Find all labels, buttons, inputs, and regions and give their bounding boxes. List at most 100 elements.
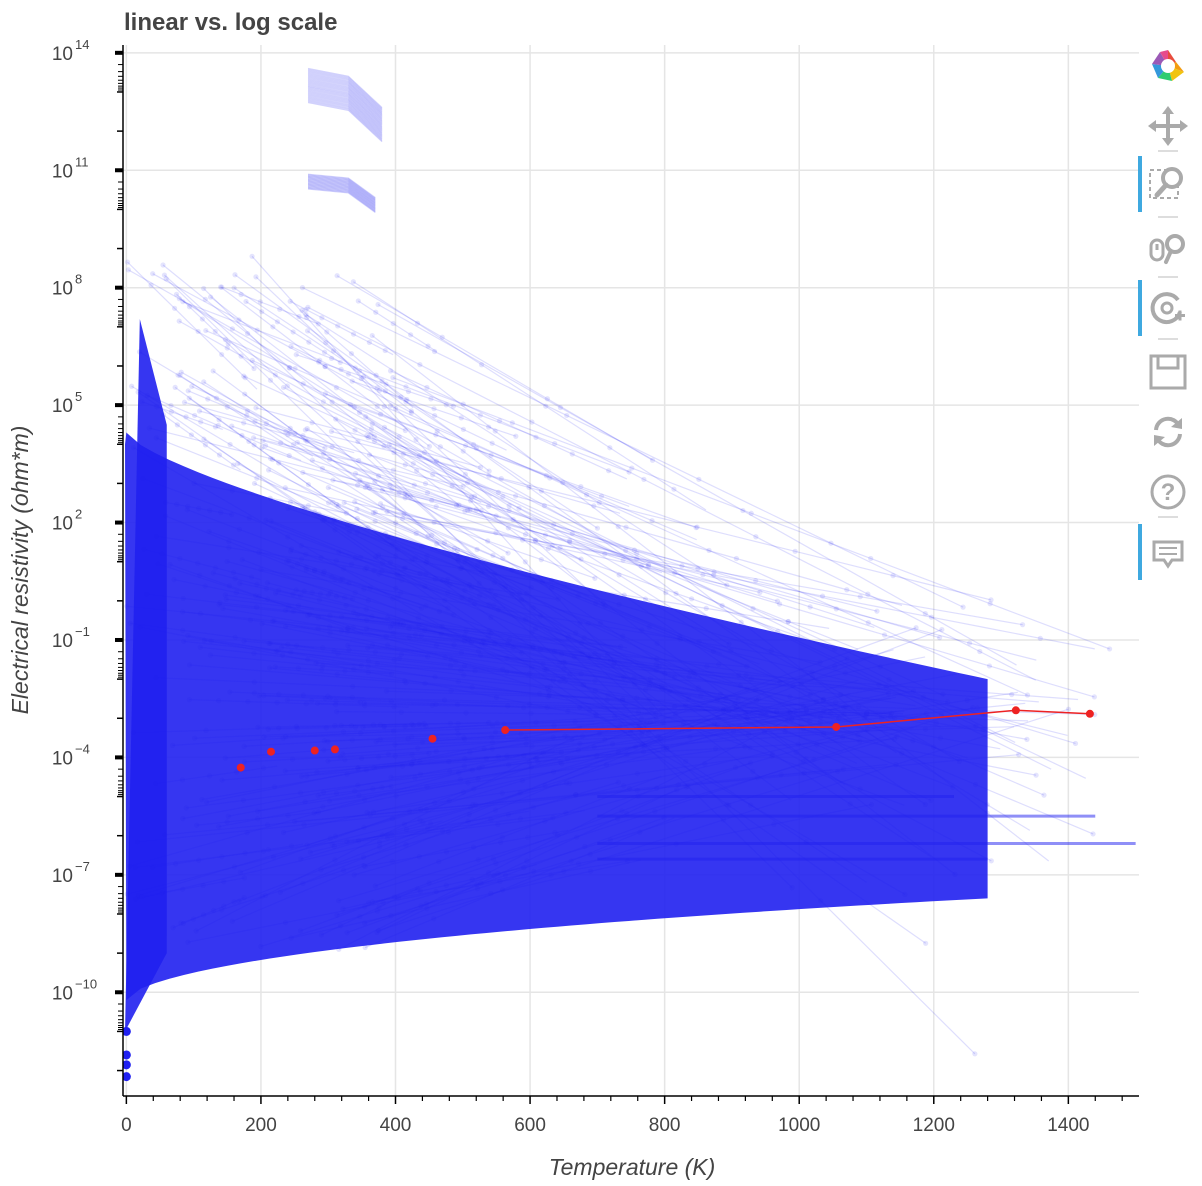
cloud-line: [358, 738, 895, 769]
cloud-marker: [439, 623, 445, 629]
cloud-line: [307, 79, 383, 120]
help-button[interactable]: ?: [1138, 464, 1198, 520]
cloud-line: [268, 469, 802, 727]
cloud-marker: [178, 369, 184, 375]
cloud-marker: [390, 320, 396, 327]
cloud-marker: [468, 494, 475, 500]
cloud-line: [307, 74, 383, 116]
cloud-marker: [1024, 692, 1031, 698]
hover-button[interactable]: [1138, 524, 1198, 580]
cloud-marker: [344, 523, 351, 529]
toolbar-separator: [1158, 276, 1178, 278]
cloud-marker: [748, 676, 754, 682]
cloud-marker: [334, 912, 340, 918]
reset-zoom-button[interactable]: [1138, 280, 1198, 336]
cloud-marker: [722, 695, 729, 702]
cloud-marker: [168, 402, 174, 409]
pan-button[interactable]: [1138, 98, 1198, 154]
cloud-marker: [298, 556, 305, 562]
cloud-marker: [681, 720, 687, 727]
cloud-marker: [236, 898, 242, 904]
cloud-marker: [417, 570, 423, 577]
cloud-marker: [436, 608, 443, 615]
cloud-marker: [332, 723, 338, 729]
save-button[interactable]: [1138, 344, 1198, 400]
cloud-marker: [328, 428, 335, 434]
wheel-zoom-button[interactable]: [1138, 222, 1198, 278]
cloud-line: [243, 375, 945, 697]
cloud-marker: [362, 904, 368, 910]
cloud-marker: [486, 601, 492, 608]
cloud-line: [220, 286, 430, 447]
cloud-line: [139, 626, 640, 727]
cloud-line: [255, 276, 606, 607]
reset-icon: [1154, 416, 1182, 448]
cloud-marker: [550, 769, 557, 775]
cloud-marker: [619, 808, 625, 814]
bokeh-logo-button[interactable]: [1138, 38, 1198, 94]
cloud-marker: [362, 484, 368, 491]
cloud-line: [263, 694, 897, 713]
cloud-marker: [304, 438, 310, 444]
cloud-marker: [422, 680, 428, 686]
cloud-marker: [340, 751, 346, 757]
cloud-marker: [354, 529, 361, 535]
cloud-line: [366, 434, 1087, 779]
cloud-line: [172, 697, 892, 746]
cloud-marker: [426, 443, 433, 449]
cloud-marker: [550, 734, 556, 740]
cloud-marker: [475, 857, 481, 863]
cloud-marker: [361, 863, 367, 869]
cloud-marker: [646, 683, 653, 690]
cloud-marker: [537, 613, 544, 619]
y-tick-label: 10: [52, 161, 73, 182]
cloud-marker: [132, 864, 138, 871]
cloud-marker: [598, 493, 605, 499]
cloud-marker: [820, 696, 827, 702]
highlight-line: [505, 709, 1090, 731]
cloud-marker: [522, 531, 529, 538]
cloud-marker: [331, 648, 337, 654]
box-zoom-button[interactable]: [1138, 156, 1198, 212]
cloud-marker: [420, 819, 426, 825]
cloud-marker: [529, 419, 535, 425]
cloud-marker: [171, 576, 177, 583]
cloud-marker: [567, 539, 573, 545]
cloud-marker: [623, 524, 629, 530]
cloud-marker: [245, 699, 251, 705]
cloud-line: [392, 623, 1028, 740]
cloud-marker: [447, 720, 454, 726]
cloud-marker: [892, 716, 898, 722]
cloud-marker: [372, 479, 378, 485]
cloud-marker: [639, 728, 645, 734]
cloud-line: [162, 414, 241, 471]
cloud-marker: [605, 692, 611, 698]
cloud-marker: [368, 426, 375, 432]
cloud-marker: [335, 898, 342, 904]
cloud-marker: [251, 650, 257, 656]
cloud-line: [385, 533, 532, 589]
cloud-marker: [445, 605, 451, 611]
cloud-marker: [509, 420, 515, 426]
cloud-marker: [592, 575, 598, 581]
cloud-marker: [333, 593, 340, 599]
reset-button[interactable]: [1138, 404, 1198, 460]
cloud-marker: [161, 272, 168, 278]
cloud-marker: [358, 662, 364, 669]
cloud-marker: [828, 710, 834, 716]
cloud-marker: [317, 591, 323, 597]
cloud-marker: [224, 404, 230, 410]
cloud-marker: [276, 725, 282, 731]
save-icon: [1149, 354, 1187, 390]
cloud-marker: [232, 634, 238, 640]
cloud-marker: [843, 703, 849, 710]
cloud-marker: [615, 524, 621, 530]
cloud-marker: [440, 828, 446, 834]
cloud-marker: [844, 656, 850, 662]
cloud-marker: [813, 699, 819, 705]
cloud-marker: [524, 590, 530, 596]
cloud-marker: [264, 822, 271, 828]
cloud-marker: [646, 696, 652, 703]
cloud-marker: [567, 780, 573, 786]
cloud-marker: [253, 274, 259, 280]
